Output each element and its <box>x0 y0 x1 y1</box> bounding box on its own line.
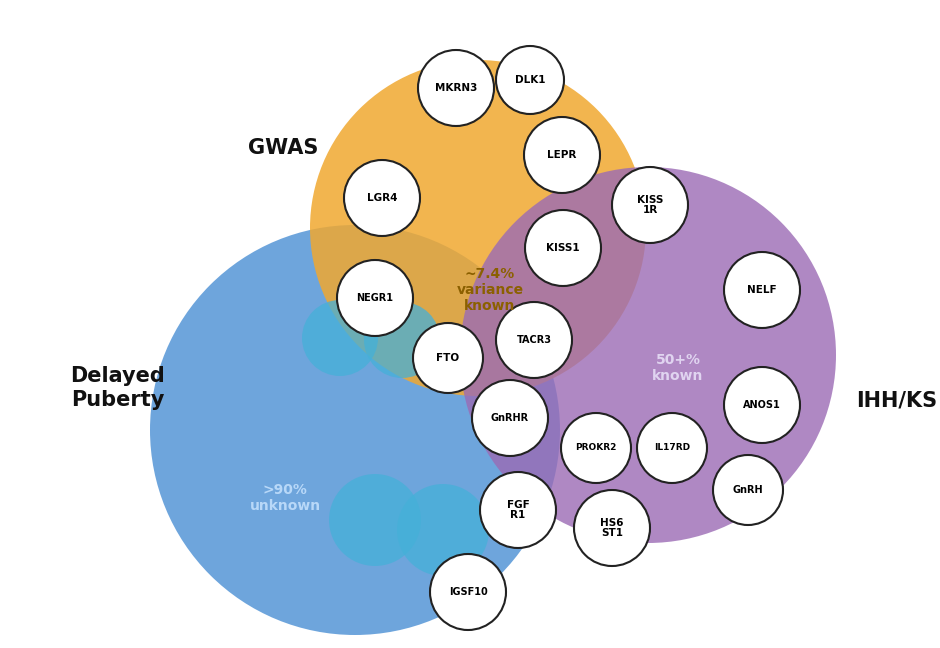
Text: >90%
unknown: >90% unknown <box>249 483 321 513</box>
Text: DLK1: DLK1 <box>515 75 545 85</box>
Text: KISS1: KISS1 <box>546 243 580 253</box>
Circle shape <box>302 300 378 376</box>
Circle shape <box>524 117 600 193</box>
Circle shape <box>637 413 707 483</box>
Circle shape <box>724 367 800 443</box>
Text: 50+%
known: 50+% known <box>652 353 704 383</box>
Circle shape <box>574 490 650 566</box>
Text: IGSF10: IGSF10 <box>448 587 487 597</box>
Text: LGR4: LGR4 <box>367 193 398 203</box>
Circle shape <box>430 554 506 630</box>
Circle shape <box>150 225 560 635</box>
Text: HS6
ST1: HS6 ST1 <box>601 518 624 538</box>
Circle shape <box>612 167 688 243</box>
Circle shape <box>364 302 440 378</box>
Circle shape <box>496 302 572 378</box>
Text: IHH/KS: IHH/KS <box>856 390 937 410</box>
Circle shape <box>310 60 646 396</box>
Circle shape <box>480 472 556 548</box>
Circle shape <box>413 323 483 393</box>
Text: TACR3: TACR3 <box>516 335 552 345</box>
Text: PROKR2: PROKR2 <box>575 443 617 452</box>
Text: ANOS1: ANOS1 <box>744 400 781 410</box>
Text: GnRHR: GnRHR <box>491 413 529 423</box>
Circle shape <box>344 160 420 236</box>
Text: LEPR: LEPR <box>547 150 576 160</box>
Text: KISS
1R: KISS 1R <box>636 194 664 215</box>
Text: ~7.4%
variance
known: ~7.4% variance known <box>457 267 524 313</box>
Circle shape <box>561 413 631 483</box>
Circle shape <box>337 260 413 336</box>
Circle shape <box>397 484 489 576</box>
Circle shape <box>460 167 836 543</box>
Text: IL17RD: IL17RD <box>654 443 690 452</box>
Text: FGF
R1: FGF R1 <box>507 500 529 520</box>
Text: Delayed
Puberty: Delayed Puberty <box>70 366 164 410</box>
Circle shape <box>496 46 564 114</box>
Text: MKRN3: MKRN3 <box>435 83 478 93</box>
Circle shape <box>713 455 783 525</box>
Circle shape <box>525 210 601 286</box>
Circle shape <box>724 252 800 328</box>
Text: NEGR1: NEGR1 <box>356 293 394 303</box>
Text: GWAS: GWAS <box>248 138 319 158</box>
Text: NELF: NELF <box>747 285 776 295</box>
Text: GnRH: GnRH <box>732 485 763 495</box>
Circle shape <box>472 380 548 456</box>
Circle shape <box>418 50 494 126</box>
Circle shape <box>329 474 421 566</box>
Text: FTO: FTO <box>436 353 460 363</box>
